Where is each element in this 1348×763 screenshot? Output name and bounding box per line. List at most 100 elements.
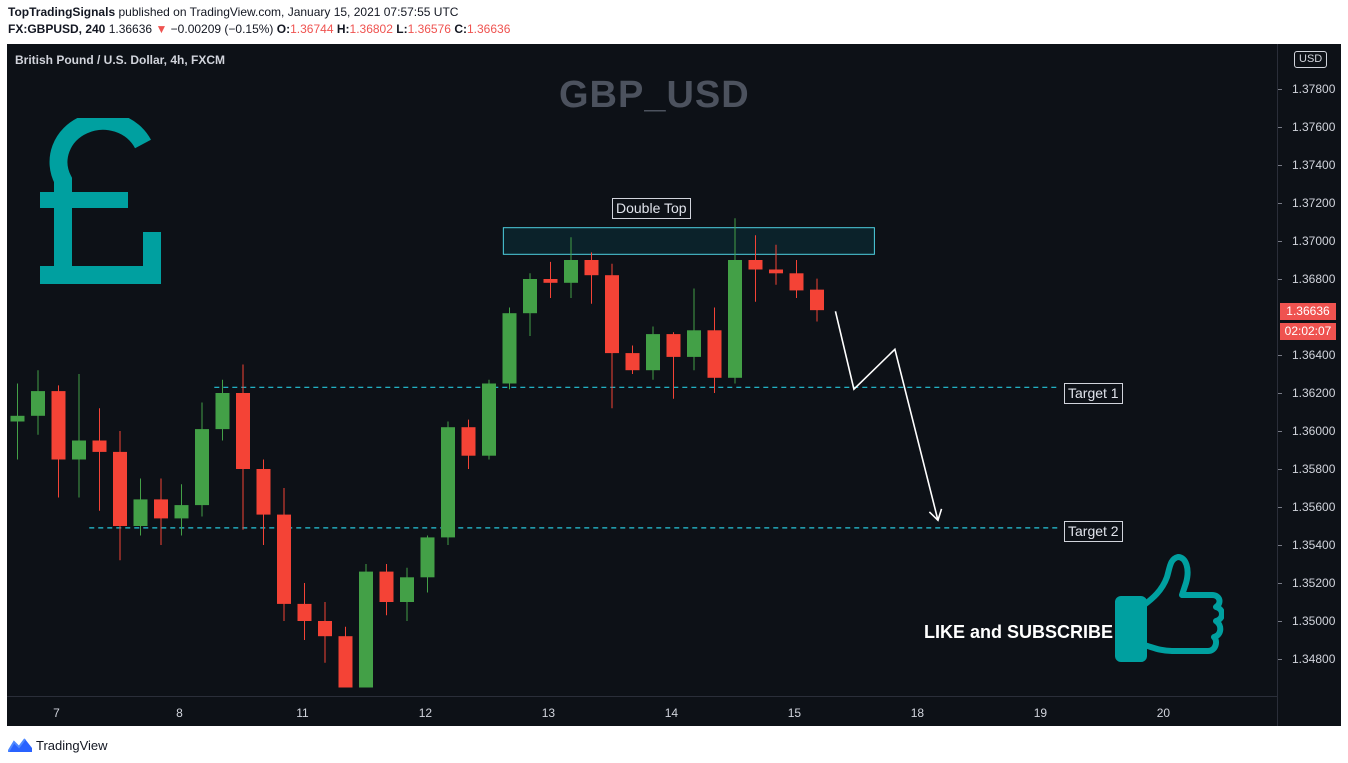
low-label: L: xyxy=(396,22,408,36)
candle-down xyxy=(769,269,783,274)
candle-up xyxy=(195,429,209,506)
candle-down xyxy=(584,260,599,276)
candle-up xyxy=(441,427,455,538)
time-tick-label: 13 xyxy=(541,706,556,720)
candle-up xyxy=(400,577,414,602)
time-tick-label: 19 xyxy=(1033,706,1048,720)
candle-up xyxy=(31,391,45,416)
candle-down xyxy=(318,621,332,637)
candle-up xyxy=(564,260,578,283)
candle-down xyxy=(236,393,250,469)
candle-up xyxy=(646,334,660,371)
candle-down xyxy=(154,499,168,519)
candle-down xyxy=(277,514,291,604)
projection-arrowhead xyxy=(928,508,943,522)
thumbs-up-icon xyxy=(1115,554,1224,662)
high-value: 1.36802 xyxy=(349,22,393,36)
symbol-watermark: GBP_USD xyxy=(559,74,750,116)
pound-sign-icon xyxy=(40,118,161,284)
projection-path xyxy=(834,311,939,521)
target-2-label: Target 2 xyxy=(1064,521,1123,542)
time-tick-label: 18 xyxy=(910,706,925,720)
time-tick-label: 7 xyxy=(53,706,60,720)
candle-down xyxy=(666,334,681,357)
time-axis[interactable]: 7 8 11 12 13 14 15 18 19 20 xyxy=(7,696,1277,727)
price-tick-label: 1.35200 xyxy=(1292,576,1336,590)
candle-up xyxy=(420,537,435,578)
price-tick-label: 1.35400 xyxy=(1292,538,1336,552)
ohlc-legend: FX:GBPUSD, 240 1.36636 ▼ −0.00209 (−0.15… xyxy=(8,22,510,36)
candle-down xyxy=(113,451,127,526)
candle-down xyxy=(748,260,763,270)
candle-up xyxy=(174,505,189,519)
price-tick-mark xyxy=(1278,545,1282,546)
price-change: −0.00209 (−0.15%) xyxy=(170,22,274,36)
publisher-name[interactable]: TopTradingSignals xyxy=(8,5,116,19)
candle-down xyxy=(338,636,353,688)
price-tick-label: 1.37200 xyxy=(1292,196,1336,210)
candle-down xyxy=(92,440,107,452)
footer: TradingView xyxy=(8,736,108,754)
candle-down xyxy=(256,469,271,515)
symbol-title: British Pound / U.S. Dollar, 4h, FXCM xyxy=(15,53,226,67)
plot-pane[interactable]: British Pound / U.S. Dollar, 4h, FXCM GB… xyxy=(7,44,1277,696)
candle-up xyxy=(502,313,517,384)
candle-down xyxy=(789,273,804,291)
price-tick-label: 1.36200 xyxy=(1292,386,1336,400)
time-tick-label: 12 xyxy=(418,706,433,720)
time-tick-label: 15 xyxy=(787,706,802,720)
currency-button[interactable]: USD xyxy=(1294,51,1328,68)
high-label: H: xyxy=(336,22,350,36)
price-tick-mark xyxy=(1278,621,1282,622)
tradingview-brand[interactable]: TradingView xyxy=(36,737,108,753)
price-axis[interactable]: 1.37800 1.37600 1.37400 1.37200 1.37000 1.368… xyxy=(1277,44,1341,726)
candle-up xyxy=(359,571,373,688)
chart-area[interactable]: British Pound / U.S. Dollar, 4h, FXCM GB… xyxy=(7,44,1341,727)
ticker-label: FX:GBPUSD, 240 xyxy=(8,22,106,36)
price-tick-mark xyxy=(1278,203,1282,204)
price-tick-mark xyxy=(1278,165,1282,166)
candle-down xyxy=(810,289,824,311)
price-tick-mark xyxy=(1278,507,1282,508)
price-tick-mark xyxy=(1278,431,1282,432)
price-tick-label: 1.34800 xyxy=(1292,652,1336,666)
candle-down xyxy=(625,353,640,371)
candlestick-chart[interactable] xyxy=(7,44,1277,696)
target-1-label: Target 1 xyxy=(1064,383,1123,404)
candle-down xyxy=(379,571,394,602)
candle-up xyxy=(687,330,701,357)
price-tick-label: 1.35600 xyxy=(1292,500,1336,514)
price-tick-label: 1.37000 xyxy=(1292,234,1336,248)
price-tick-mark xyxy=(1278,279,1282,280)
double-top-label: Double Top xyxy=(612,198,691,219)
published-info: published on TradingView.com, January 15… xyxy=(118,5,459,19)
price-tick-mark xyxy=(1278,127,1282,128)
candle-up xyxy=(72,440,86,460)
price-tick-mark xyxy=(1278,241,1282,242)
candle-up xyxy=(10,415,25,422)
price-tick-label: 1.36000 xyxy=(1292,424,1336,438)
time-tick-label: 20 xyxy=(1156,706,1171,720)
time-tick-label: 14 xyxy=(664,706,679,720)
candle-up xyxy=(215,393,230,430)
current-price-tag: 1.36636 xyxy=(1280,303,1336,320)
candle-down xyxy=(605,275,619,354)
candle-up xyxy=(523,279,537,314)
price-tick-mark xyxy=(1278,393,1282,394)
price-tick-label: 1.37800 xyxy=(1292,82,1336,96)
price-tick-label: 1.35800 xyxy=(1292,462,1336,476)
like-subscribe-text: LIKE and SUBSCRIBE xyxy=(924,622,1114,642)
tradingview-logo-icon xyxy=(8,738,32,752)
candle-down xyxy=(51,391,66,460)
candle-up xyxy=(482,383,496,456)
price-tick-label: 1.35000 xyxy=(1292,614,1336,628)
open-value: 1.36744 xyxy=(290,22,334,36)
close-label: C: xyxy=(454,22,467,36)
price-tick-label: 1.36400 xyxy=(1292,348,1336,362)
candle-down xyxy=(461,427,476,456)
last-price: 1.36636 xyxy=(108,22,153,36)
price-tick-mark xyxy=(1278,659,1282,660)
candle-up xyxy=(728,260,742,378)
bar-countdown-tag: 02:02:07 xyxy=(1280,323,1336,340)
price-tick-label: 1.37400 xyxy=(1292,158,1336,172)
